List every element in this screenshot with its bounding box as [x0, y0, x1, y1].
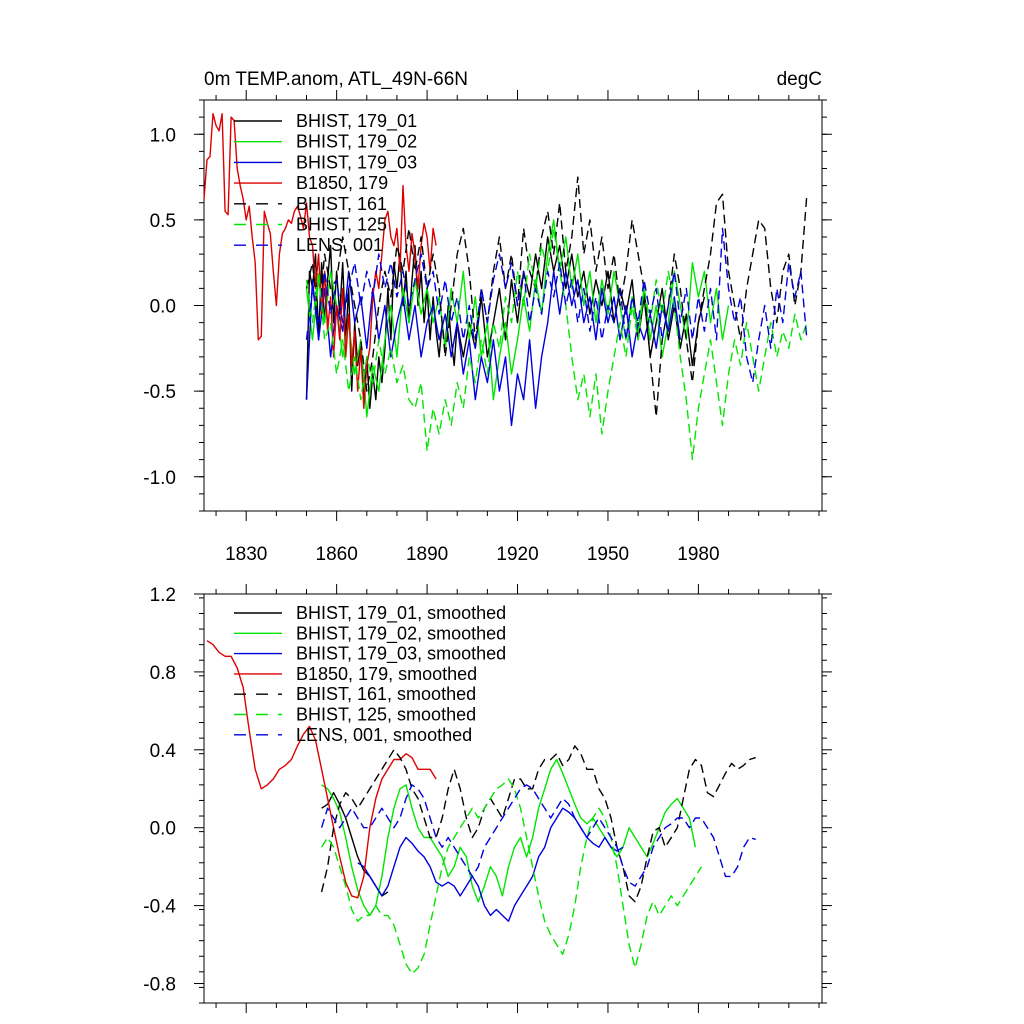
series-line	[320, 745, 756, 903]
legend-label: BHIST, 125	[296, 215, 387, 235]
legend-label: LENS, 001, smoothed	[296, 725, 472, 745]
x-tick-label: 1830	[225, 544, 267, 565]
y-tick-label: 0.8	[150, 663, 176, 684]
legend-label: B1850, 179	[296, 173, 388, 193]
series-line	[305, 227, 808, 461]
top-panel-tick-labels: 1830 1860 1890 1920 1950 1980 -1.0 -0.5 0.0 0.5 1.…	[143, 125, 719, 565]
series-line	[305, 270, 681, 427]
y-tick-label: -0.4	[143, 897, 176, 918]
bottom-panel-tick-labels: -0.8 -0.4 0.0 0.4 0.8 1.2	[143, 585, 176, 996]
legend-label: LENS, 001	[296, 235, 383, 255]
bottom-panel: -0.8 -0.4 0.0 0.4 0.8 1.2 BHIST, 179_01, smoo…	[143, 584, 832, 1013]
y-tick-label: 0.0	[150, 819, 176, 840]
series-line	[305, 227, 808, 384]
series-line	[357, 807, 624, 922]
bottom-panel-ticks	[194, 584, 832, 1013]
legend-label: BHIST, 179_02, smoothed	[296, 623, 506, 644]
bottom-panel-series	[206, 640, 756, 975]
legend-label: BHIST, 161, smoothed	[296, 684, 476, 704]
legend-label: BHIST, 161	[296, 194, 387, 214]
legend-label: BHIST, 179_03, smoothed	[296, 644, 506, 665]
x-tick-label: 1950	[587, 544, 629, 565]
y-tick-label: 1.0	[150, 125, 176, 146]
series-line	[321, 778, 702, 975]
y-tick-label: 0.5	[150, 211, 176, 232]
bottom-panel-frame	[203, 593, 823, 1004]
legend-label: BHIST, 179_02	[296, 132, 417, 153]
legend-label: BHIST, 125, smoothed	[296, 705, 476, 725]
top-panel-ticks	[194, 90, 832, 521]
legend-label: BHIST, 179_03	[296, 152, 417, 173]
y-tick-label: 1.2	[150, 585, 176, 606]
x-tick-label: 1860	[316, 544, 358, 565]
y-tick-label: 0.4	[150, 741, 177, 762]
y-tick-label: -1.0	[143, 468, 176, 489]
x-tick-label: 1920	[496, 544, 538, 565]
y-tick-label: -0.8	[143, 975, 176, 996]
x-tick-label: 1890	[406, 544, 448, 565]
top-panel-units-label: degC	[777, 69, 822, 90]
y-tick-label: -0.5	[143, 382, 176, 403]
x-tick-label: 1980	[677, 544, 719, 565]
series-line	[320, 784, 756, 887]
series-line	[305, 219, 730, 418]
top-panel-title: 0m TEMP.anom, ATL_49N-66N	[204, 69, 468, 90]
legend-label: BHIST, 179_01	[296, 111, 417, 132]
series-line	[321, 758, 697, 917]
top-panel: 0m TEMP.anom, ATL_49N-66N degC 1830 1860 1…	[143, 69, 832, 565]
legend-label: BHIST, 179_01, smoothed	[296, 603, 506, 624]
legend-label: B1850, 179, smoothed	[296, 664, 477, 684]
top-panel-series	[203, 112, 808, 461]
series-line	[305, 176, 808, 418]
y-tick-label: 0.0	[150, 297, 176, 318]
series-line	[203, 112, 437, 409]
series-line	[206, 640, 437, 899]
